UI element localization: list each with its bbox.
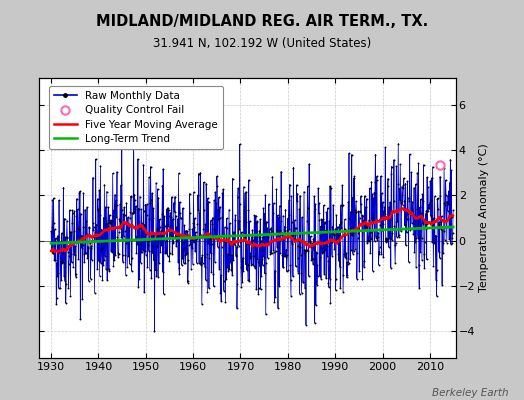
Y-axis label: Temperature Anomaly (°C): Temperature Anomaly (°C) (479, 144, 489, 292)
Text: MIDLAND/MIDLAND REG. AIR TERM., TX.: MIDLAND/MIDLAND REG. AIR TERM., TX. (96, 14, 428, 29)
Text: Berkeley Earth: Berkeley Earth (432, 388, 508, 398)
Legend: Raw Monthly Data, Quality Control Fail, Five Year Moving Average, Long-Term Tren: Raw Monthly Data, Quality Control Fail, … (49, 86, 223, 149)
Text: 31.941 N, 102.192 W (United States): 31.941 N, 102.192 W (United States) (153, 37, 371, 50)
